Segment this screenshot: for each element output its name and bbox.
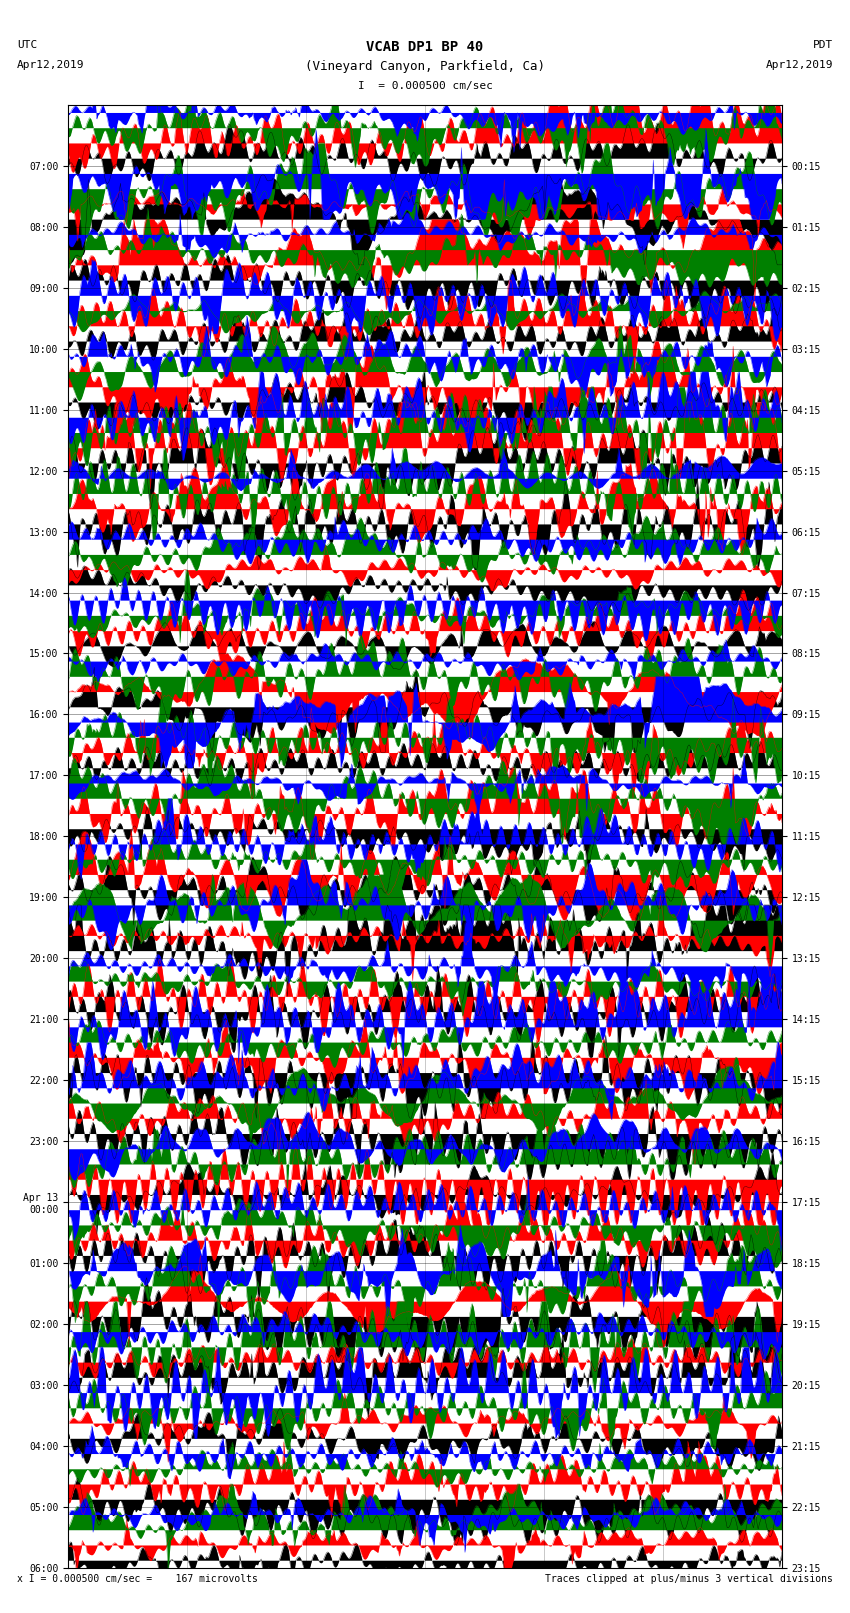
Text: (Vineyard Canyon, Parkfield, Ca): (Vineyard Canyon, Parkfield, Ca): [305, 60, 545, 73]
Text: x I = 0.000500 cm/sec =    167 microvolts: x I = 0.000500 cm/sec = 167 microvolts: [17, 1574, 258, 1584]
Text: Traces clipped at plus/minus 3 vertical divisions: Traces clipped at plus/minus 3 vertical …: [545, 1574, 833, 1584]
Text: PDT: PDT: [813, 40, 833, 50]
Text: Apr12,2019: Apr12,2019: [766, 60, 833, 69]
Text: Apr12,2019: Apr12,2019: [17, 60, 84, 69]
Text: VCAB DP1 BP 40: VCAB DP1 BP 40: [366, 40, 484, 55]
Text: I  = 0.000500 cm/sec: I = 0.000500 cm/sec: [358, 81, 492, 90]
Text: UTC: UTC: [17, 40, 37, 50]
